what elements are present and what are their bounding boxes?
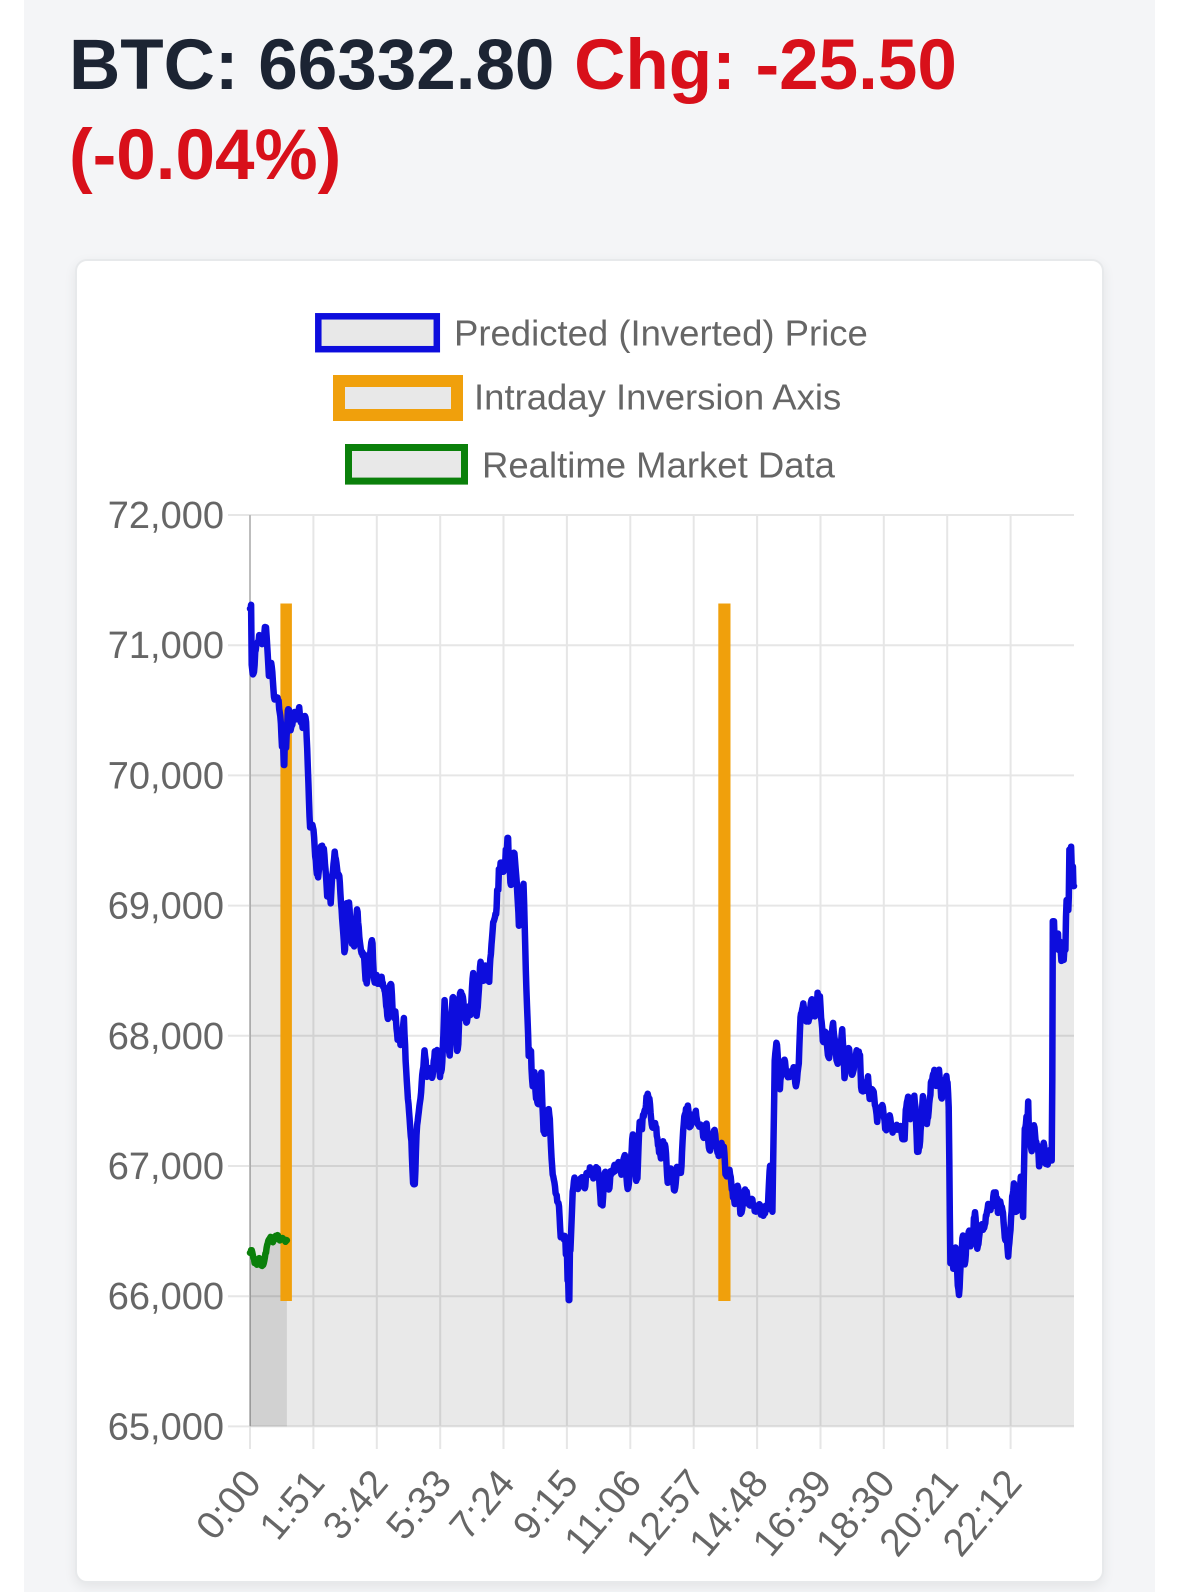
svg-text:Predicted (Inverted) Price: Predicted (Inverted) Price: [454, 313, 868, 354]
svg-text:5:33: 5:33: [378, 1462, 460, 1548]
svg-text:Realtime Market Data: Realtime Market Data: [482, 445, 836, 486]
svg-text:70,000: 70,000: [108, 755, 224, 797]
svg-text:68,000: 68,000: [108, 1016, 224, 1058]
svg-text:1:51: 1:51: [252, 1462, 334, 1548]
svg-text:Intraday Inversion Axis: Intraday Inversion Axis: [474, 377, 841, 418]
svg-text:67,000: 67,000: [108, 1146, 224, 1188]
svg-text:69,000: 69,000: [108, 886, 224, 928]
svg-text:71,000: 71,000: [108, 625, 224, 667]
svg-text:65,000: 65,000: [108, 1406, 224, 1448]
svg-text:0:00: 0:00: [188, 1462, 270, 1548]
svg-text:72,000: 72,000: [108, 495, 224, 537]
svg-text:3:42: 3:42: [315, 1462, 397, 1548]
svg-text:66,000: 66,000: [108, 1276, 224, 1318]
svg-text:7:24: 7:24: [442, 1462, 524, 1548]
